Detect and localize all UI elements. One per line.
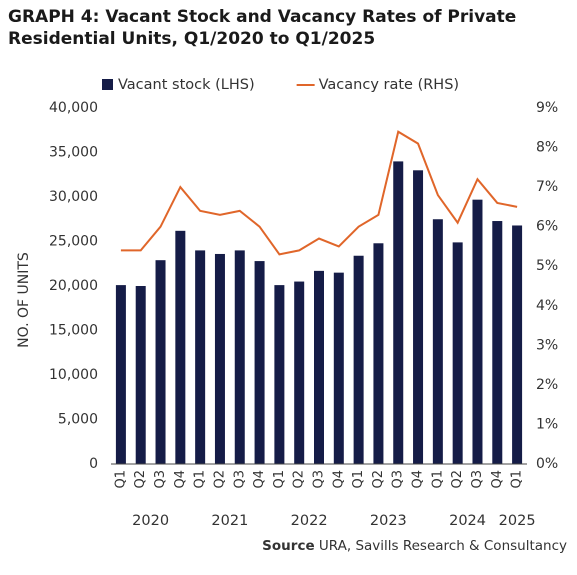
x-tick-label: Q4 bbox=[331, 470, 346, 489]
y-tick-label: 40,000 bbox=[49, 100, 98, 116]
x-tick-label: Q3 bbox=[470, 470, 485, 489]
x-tick-label: Q4 bbox=[173, 470, 188, 489]
y-tick-label: 0 bbox=[89, 456, 98, 472]
x-group-label: 2020 bbox=[132, 513, 169, 529]
bar bbox=[254, 261, 265, 464]
bar bbox=[135, 286, 146, 464]
x-tick-label: Q3 bbox=[232, 470, 247, 489]
x-group-label: 2023 bbox=[370, 513, 407, 529]
bar bbox=[333, 272, 344, 464]
bar bbox=[373, 243, 384, 464]
line bbox=[120, 130, 518, 256]
x-group-label: 2025 bbox=[499, 513, 536, 529]
bar bbox=[413, 170, 424, 465]
y2-tick-label: 7% bbox=[536, 179, 558, 195]
y2-tick-label: 5% bbox=[536, 258, 558, 274]
bar bbox=[452, 242, 463, 464]
y-tick-label: 5,000 bbox=[58, 412, 98, 428]
y2-tick-label: 6% bbox=[536, 219, 558, 235]
x-tick-label: Q2 bbox=[450, 470, 465, 489]
bar bbox=[432, 219, 443, 464]
x-tick-label: Q2 bbox=[212, 470, 227, 489]
y2-tick-label: 0% bbox=[536, 456, 558, 472]
bar bbox=[314, 270, 324, 464]
y2-tick-label: 1% bbox=[536, 416, 558, 432]
y-axis-title: NO. OF UNITS bbox=[16, 252, 32, 348]
y2-tick-label: 8% bbox=[536, 140, 558, 156]
source-label: Source bbox=[262, 538, 315, 554]
y-tick-label: 15,000 bbox=[49, 323, 98, 339]
x-tick-label: Q2 bbox=[292, 470, 307, 489]
bar bbox=[115, 285, 126, 464]
legend-label: Vacancy rate (RHS) bbox=[319, 77, 459, 93]
bar bbox=[472, 199, 483, 465]
bar bbox=[195, 250, 206, 464]
bar bbox=[234, 250, 245, 464]
x-tick-label: Q1 bbox=[430, 470, 445, 489]
x-group-label: 2024 bbox=[449, 513, 486, 529]
x-tick-label: Q3 bbox=[391, 470, 406, 489]
y-tick-label: 30,000 bbox=[49, 189, 98, 205]
bar bbox=[175, 230, 186, 464]
bar bbox=[294, 281, 305, 464]
y-tick-label: 20,000 bbox=[49, 278, 98, 294]
x-tick-label: Q1 bbox=[272, 470, 287, 489]
y-tick-label: 10,000 bbox=[49, 367, 98, 383]
x-tick-label: Q1 bbox=[193, 470, 208, 489]
chart-title: GRAPH 4: Vacant Stock and Vacancy Rates … bbox=[8, 7, 517, 49]
y2-tick-label: 9% bbox=[536, 100, 558, 116]
source: Source URA, Savills Research & Consultan… bbox=[262, 538, 567, 554]
x-tick-label: Q1 bbox=[510, 470, 525, 489]
bar bbox=[512, 225, 523, 464]
x-tick-label: Q2 bbox=[133, 470, 148, 489]
y-tick-label: 25,000 bbox=[49, 234, 98, 250]
source-text: URA, Savills Research & Consultancy bbox=[318, 538, 567, 554]
x-group-label: 2022 bbox=[291, 513, 328, 529]
x-group-label: 2021 bbox=[211, 513, 248, 529]
x-tick-label: Q3 bbox=[153, 470, 168, 489]
bar bbox=[492, 221, 503, 464]
x-tick-label: Q4 bbox=[411, 470, 426, 489]
x-tick-label: Q1 bbox=[113, 470, 128, 489]
y2-tick-label: 4% bbox=[536, 298, 558, 314]
y2-tick-label: 3% bbox=[536, 337, 558, 353]
legend-label: Vacant stock (LHS) bbox=[118, 77, 255, 93]
bar bbox=[155, 260, 166, 464]
x-tick-label: Q1 bbox=[351, 470, 366, 489]
bar bbox=[393, 161, 404, 464]
x-tick-label: Q3 bbox=[312, 470, 327, 489]
x-tick-label: Q4 bbox=[490, 470, 505, 489]
bar bbox=[214, 253, 225, 464]
legend-swatch bbox=[102, 79, 113, 90]
x-tick-label: Q4 bbox=[252, 470, 267, 489]
y2-tick-label: 2% bbox=[536, 377, 558, 393]
bar bbox=[274, 285, 285, 464]
y-tick-label: 35,000 bbox=[49, 145, 98, 161]
x-tick-label: Q2 bbox=[371, 470, 386, 489]
bar bbox=[353, 255, 364, 464]
